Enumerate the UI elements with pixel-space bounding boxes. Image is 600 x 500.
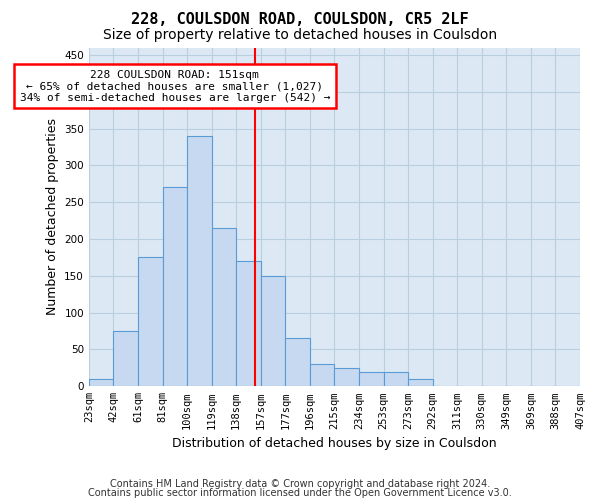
- Bar: [286, 338, 310, 386]
- Text: Contains public sector information licensed under the Open Government Licence v3: Contains public sector information licen…: [88, 488, 512, 498]
- Bar: [163, 188, 187, 386]
- Text: Size of property relative to detached houses in Coulsdon: Size of property relative to detached ho…: [103, 28, 497, 42]
- Bar: [334, 368, 359, 386]
- Bar: [236, 261, 261, 386]
- Y-axis label: Number of detached properties: Number of detached properties: [46, 118, 59, 316]
- Bar: [138, 258, 163, 386]
- Bar: [310, 364, 334, 386]
- X-axis label: Distribution of detached houses by size in Coulsdon: Distribution of detached houses by size …: [172, 437, 497, 450]
- Bar: [359, 372, 383, 386]
- Bar: [113, 331, 138, 386]
- Bar: [383, 372, 408, 386]
- Text: Contains HM Land Registry data © Crown copyright and database right 2024.: Contains HM Land Registry data © Crown c…: [110, 479, 490, 489]
- Bar: [212, 228, 236, 386]
- Bar: [261, 276, 286, 386]
- Text: 228, COULSDON ROAD, COULSDON, CR5 2LF: 228, COULSDON ROAD, COULSDON, CR5 2LF: [131, 12, 469, 28]
- Bar: [187, 136, 212, 386]
- Bar: [408, 379, 433, 386]
- Text: 228 COULSDON ROAD: 151sqm
← 65% of detached houses are smaller (1,027)
34% of se: 228 COULSDON ROAD: 151sqm ← 65% of detac…: [20, 70, 330, 103]
- Bar: [89, 379, 113, 386]
